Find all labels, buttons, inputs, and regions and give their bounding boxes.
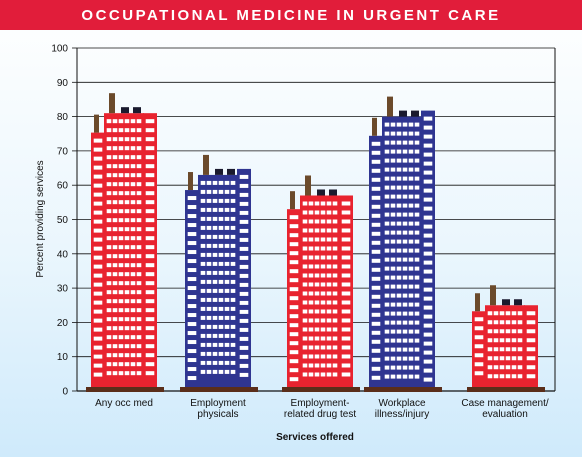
bar-1 [86,93,164,392]
x-category-label: Any occ med [95,398,153,409]
y-tick-label: 90 [57,78,69,89]
x-category-label-line: Workplace [378,398,425,409]
x-axis: Any occ med Employment physicalsEmployment… [95,398,549,420]
bar-base [180,387,258,392]
x-category-label: Workplace illness/injury [375,398,429,420]
bar-base [86,387,164,392]
y-tick-label: 80 [57,112,69,123]
x-axis-title: Services offered [276,432,354,443]
bar-roof-unit [215,168,223,175]
bar-chimney [109,93,115,114]
x-category-label-line: illness/injury [375,409,429,420]
bar-roof-unit [329,189,337,196]
x-category-label-line: Employment [190,398,246,409]
bar-base [282,387,360,392]
bar-5 [467,285,545,392]
y-tick-label: 50 [57,215,69,226]
bar-roof-unit [133,107,141,114]
y-tick-label: 70 [57,146,69,157]
bar-roof-unit [502,299,510,306]
bar-chimney [305,175,311,196]
bar-chimney [94,114,99,133]
y-tick-label: 20 [57,318,69,329]
bar-3 [282,175,360,392]
bar-4 [364,96,442,392]
x-category-label-line: related drug test [284,409,356,420]
x-category-label-line: Case management/ [461,398,548,409]
bar-tower-left [472,311,486,387]
x-category-label-line: physicals [197,409,238,420]
bar-roof-unit [399,110,407,117]
y-tick-label: 10 [57,352,69,363]
bar-main-block [485,305,525,387]
bar-chimney [188,172,193,191]
bar-roof-unit [411,110,419,117]
x-category-label: Case management/evaluation [461,398,548,420]
bar-chimney [490,285,496,306]
bar-chimney [387,96,393,117]
bar-2 [180,154,258,392]
bar-base [364,387,442,392]
y-tick-label: 100 [51,44,68,55]
bar-roof-unit [227,168,235,175]
x-category-label-line: evaluation [482,409,528,420]
x-category-label-line: Employment- [291,398,350,409]
x-category-label: Employment physicals [190,398,246,420]
bar-roof-unit [514,299,522,306]
y-tick-label: 40 [57,249,69,260]
chart-title: OCCUPATIONAL MEDICINE IN URGENT CARE [0,0,582,30]
y-axis: 0 10 20 30 40 50 60 70 80 90 100 [51,44,556,398]
bar-roof-unit [317,189,325,196]
bar-roof-unit [121,107,129,114]
bar-base [467,387,545,392]
bars [86,93,545,392]
y-tick-label: 60 [57,181,69,192]
bar-chimney [372,117,377,136]
x-category-label-line: Any occ med [95,398,153,409]
bar-chimney [475,293,480,312]
y-axis-title: Percent providing services [35,160,46,277]
bar-chimney [290,191,295,210]
x-category-label: Employment-related drug test [284,398,356,420]
y-tick-label: 0 [62,387,68,398]
bar-tower-right [237,168,251,387]
y-tick-label: 30 [57,284,69,295]
bar-chimney [203,154,209,175]
